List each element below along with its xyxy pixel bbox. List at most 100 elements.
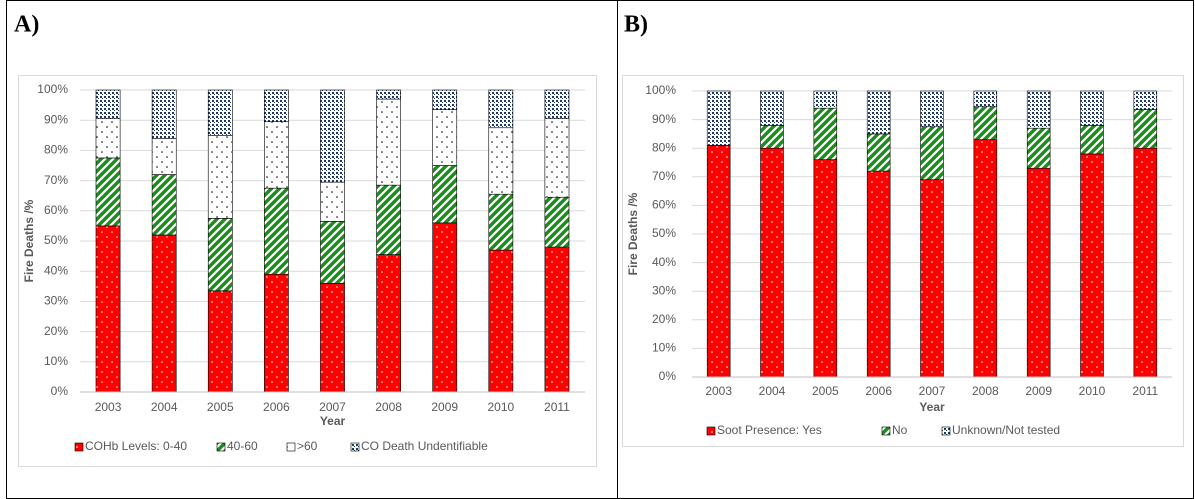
legend-label: 40-60 (227, 439, 258, 453)
x-tick-label: 2005 (207, 400, 234, 414)
bar-segment (1133, 109, 1158, 149)
x-tick-label: 2004 (759, 384, 786, 398)
bar-segment (95, 89, 121, 119)
bar-segment (866, 133, 891, 172)
bar-segment (760, 90, 784, 126)
bar-segment (264, 273, 289, 393)
legend-swatch (74, 442, 84, 452)
bar-segment (973, 139, 998, 378)
y-tick-label: 80% (652, 140, 676, 154)
x-tick-label: 2007 (319, 400, 346, 414)
y-tick-label: 30% (652, 283, 676, 297)
bar-segment (432, 165, 458, 224)
bar-segment (813, 90, 838, 109)
x-axis-title: Year (320, 414, 346, 428)
x-axis-title: Year (919, 400, 945, 414)
bar-segment (207, 89, 233, 136)
bar-segment (544, 118, 570, 198)
bar-segment (1133, 147, 1158, 378)
x-tick-label: 2010 (487, 400, 514, 414)
y-tick-label: 40% (652, 255, 676, 269)
y-axis-title: Fire Deaths /% (22, 199, 36, 282)
y-tick-label: 90% (44, 112, 68, 126)
panel-label: B) (624, 12, 648, 38)
y-tick-label: 10% (44, 354, 68, 368)
bar-segment (544, 246, 570, 393)
legend-label: Soot Presence: Yes (717, 423, 822, 437)
bar-segment (432, 222, 458, 393)
bar-segment (1026, 127, 1051, 169)
legend-swatch (881, 426, 891, 436)
x-tick-label: 2003 (95, 400, 122, 414)
y-tick-label: 30% (44, 294, 68, 308)
y-tick-label: 0% (659, 369, 677, 383)
bar-segment (207, 218, 233, 292)
chart-area-a (18, 75, 597, 467)
x-tick-label: 2009 (431, 400, 458, 414)
bar-segment (264, 121, 289, 189)
y-tick-label: 20% (44, 324, 68, 338)
legend-label: COHb Levels: 0-40 (85, 439, 187, 453)
bar-segment (706, 90, 731, 146)
bar-segment (151, 174, 177, 236)
bar-segment (760, 147, 784, 378)
bar-segment (151, 89, 177, 139)
chart-area-b (622, 75, 1184, 447)
bar-segment (432, 109, 458, 166)
x-tick-label: 2004 (151, 400, 178, 414)
bar-segment (207, 135, 233, 219)
bar-segment (1080, 125, 1104, 155)
bar-segment (488, 193, 514, 251)
legend-swatch (706, 426, 716, 436)
bar-segment (706, 145, 731, 378)
bar-segment (1080, 90, 1104, 126)
y-tick-label: 50% (44, 233, 68, 247)
y-tick-label: 0% (51, 384, 69, 398)
bar-segment (207, 290, 233, 393)
bar-segment (320, 181, 345, 222)
panel-label: A) (14, 12, 39, 38)
bar-segment (151, 138, 177, 175)
bar-segment (488, 127, 514, 195)
bar-segment (1026, 167, 1051, 378)
x-tick-label: 2003 (705, 384, 732, 398)
y-axis-title: Fire Deaths /% (626, 192, 640, 275)
y-tick-label: 60% (652, 198, 676, 212)
y-tick-label: 100% (645, 83, 676, 97)
y-tick-label: 100% (37, 82, 68, 96)
bar-segment (376, 254, 401, 393)
x-tick-label: 2008 (972, 384, 999, 398)
bar-segment (813, 107, 838, 160)
legend-swatch (286, 442, 296, 452)
bar-segment (813, 159, 838, 378)
x-tick-label: 2006 (263, 400, 290, 414)
x-tick-label: 2011 (1132, 384, 1158, 398)
y-tick-label: 70% (652, 169, 676, 183)
bar-segment (760, 125, 784, 149)
bar-segment (920, 179, 944, 378)
bar-segment (95, 157, 121, 227)
bar-segment (151, 234, 177, 393)
bar-segment (264, 187, 289, 275)
bar-segment (866, 90, 891, 135)
y-tick-label: 60% (44, 203, 68, 217)
bar-segment (1026, 90, 1051, 129)
bar-segment (432, 89, 458, 110)
x-tick-label: 2009 (1025, 384, 1052, 398)
bar-segment (95, 118, 121, 159)
legend-label: No (892, 423, 908, 437)
bar-segment (264, 89, 289, 123)
y-tick-label: 50% (652, 226, 676, 240)
bar-segment (488, 249, 514, 393)
bar-segment (920, 126, 944, 180)
bar-segment (973, 106, 998, 140)
bar-segment (1080, 153, 1104, 378)
x-tick-label: 2005 (812, 384, 839, 398)
bar-segment (320, 221, 345, 284)
y-tick-label: 20% (652, 312, 676, 326)
bar-segment (866, 170, 891, 378)
bar-segment (920, 90, 944, 128)
bar-segment (544, 196, 570, 248)
